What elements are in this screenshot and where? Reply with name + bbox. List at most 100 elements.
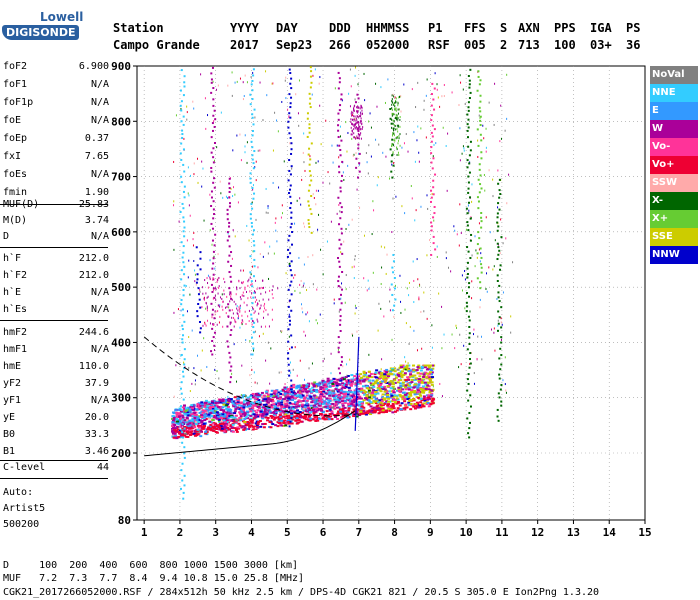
echo-point: [381, 409, 385, 412]
echo-point: [310, 401, 314, 404]
echo-point: [206, 405, 210, 408]
echo-point: [203, 337, 205, 340]
echo-point: [211, 353, 214, 356]
echo-point: [416, 402, 420, 405]
echo-point: [243, 95, 245, 98]
param-b1: B1 3.46: [3, 443, 109, 461]
echo-point: [430, 392, 434, 395]
echo-point: [510, 315, 512, 318]
echo-point: [287, 357, 290, 360]
echo-point: [212, 217, 215, 220]
echo-point: [183, 474, 186, 477]
echo-point: [196, 416, 200, 419]
echo-point: [429, 364, 433, 367]
echo-point: [413, 131, 415, 134]
echo-point: [239, 419, 243, 422]
echo-point: [241, 364, 243, 367]
echo-point: [234, 318, 236, 321]
echo-point: [397, 142, 399, 145]
echo-point: [242, 406, 246, 409]
echo-point: [313, 197, 315, 200]
echo-point: [256, 287, 258, 290]
echo-point: [347, 382, 351, 385]
echo-point: [197, 419, 201, 422]
echo-point: [396, 148, 398, 151]
echo-point: [217, 310, 219, 313]
echo-point: [341, 270, 344, 273]
echo-point: [172, 422, 176, 425]
echo-point: [239, 326, 241, 329]
echo-point: [377, 388, 381, 391]
echo-point: [250, 280, 253, 283]
echo-point: [315, 319, 317, 322]
echo-point: [252, 296, 255, 299]
echo-point: [339, 125, 341, 128]
echo-point: [337, 280, 340, 283]
echo-point: [215, 414, 219, 417]
echo-point: [396, 153, 398, 156]
echo-point: [208, 405, 212, 408]
param-value: 6.900: [78, 61, 109, 72]
echo-point: [176, 415, 180, 418]
echo-point: [478, 83, 481, 86]
echo-point: [467, 315, 470, 318]
echo-point: [229, 356, 232, 359]
echo-point: [267, 404, 271, 407]
echo-point: [307, 219, 310, 222]
echo-point: [301, 394, 305, 397]
echo-point: [200, 410, 204, 413]
echo-point: [377, 399, 381, 402]
echo-point: [290, 274, 293, 277]
echo-point: [338, 171, 341, 174]
echo-point: [430, 389, 434, 392]
echo-point: [263, 286, 265, 289]
echo-point: [350, 400, 354, 403]
echo-point: [229, 381, 232, 384]
echo-point: [253, 321, 256, 324]
echo-point: [356, 93, 359, 96]
echo-point: [399, 364, 403, 367]
echo-point: [191, 382, 193, 385]
echo-point: [261, 423, 265, 426]
header-time-value: 052000: [366, 38, 410, 52]
echo-point: [378, 376, 382, 379]
echo-point: [430, 381, 434, 384]
echo-point: [271, 82, 273, 85]
echo-point: [369, 413, 373, 416]
param-label: D: [3, 231, 10, 242]
echo-point: [471, 297, 473, 300]
echo-point: [264, 241, 266, 244]
echo-point: [474, 235, 476, 238]
echo-point: [419, 372, 423, 375]
echo-point: [468, 97, 471, 100]
echo-point: [424, 387, 428, 390]
echo-point: [357, 387, 361, 390]
echo-point: [315, 419, 319, 422]
echo-point: [293, 395, 295, 398]
echo-point: [191, 407, 195, 410]
echo-point: [367, 403, 371, 406]
echo-point: [251, 285, 254, 288]
echo-point: [273, 409, 277, 412]
echo-point: [289, 106, 292, 109]
echo-point: [499, 368, 502, 371]
echo-point: [312, 411, 316, 414]
echo-point: [313, 415, 317, 418]
echo-point: [185, 407, 189, 410]
echo-point: [248, 422, 252, 425]
echo-point: [351, 114, 353, 117]
echo-point: [393, 277, 396, 280]
echo-point: [367, 279, 369, 282]
echo-point: [386, 376, 390, 379]
echo-point: [183, 361, 185, 364]
echo-point: [353, 124, 355, 127]
echo-point: [290, 96, 293, 99]
echo-point: [423, 397, 427, 400]
echo-point: [393, 287, 396, 290]
echo-point: [345, 288, 347, 291]
echo-point: [399, 144, 401, 147]
echo-point: [234, 193, 236, 196]
echo-point: [402, 407, 406, 410]
echo-point: [360, 405, 364, 408]
echo-point: [211, 406, 215, 409]
